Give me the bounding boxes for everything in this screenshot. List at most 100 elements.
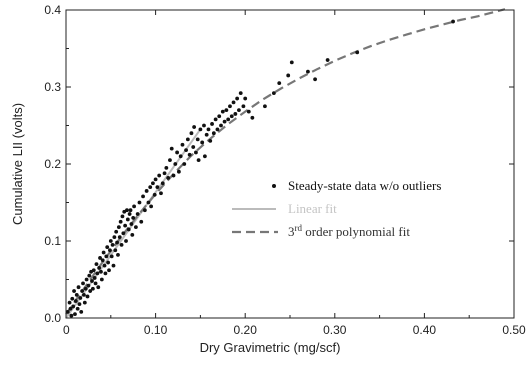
data-point bbox=[71, 305, 75, 309]
data-point bbox=[79, 310, 83, 314]
legend-label-linear: Linear fit bbox=[288, 201, 337, 216]
data-point bbox=[100, 278, 104, 282]
y-tick-label: 0.3 bbox=[44, 80, 61, 94]
data-point bbox=[120, 243, 124, 247]
data-point bbox=[250, 116, 254, 120]
data-point bbox=[182, 162, 186, 166]
data-point bbox=[159, 191, 163, 195]
data-point bbox=[130, 233, 134, 237]
data-point bbox=[272, 91, 276, 95]
data-point bbox=[111, 243, 115, 247]
data-point bbox=[157, 174, 161, 178]
data-point bbox=[72, 289, 76, 293]
data-point bbox=[103, 264, 107, 268]
data-point bbox=[109, 239, 113, 243]
data-point bbox=[123, 224, 127, 228]
data-point bbox=[290, 60, 294, 64]
x-tick-label: 0.40 bbox=[413, 323, 437, 337]
data-point bbox=[184, 148, 188, 152]
data-point bbox=[226, 117, 230, 121]
data-point bbox=[131, 216, 135, 220]
data-point bbox=[151, 181, 155, 185]
data-point bbox=[247, 110, 251, 114]
data-point bbox=[77, 285, 81, 289]
data-point bbox=[164, 166, 168, 170]
data-point bbox=[130, 222, 134, 226]
data-point bbox=[306, 70, 310, 74]
data-point bbox=[125, 208, 129, 212]
data-point bbox=[104, 255, 108, 259]
data-point bbox=[110, 255, 114, 259]
x-tick-label: 0.20 bbox=[234, 323, 258, 337]
data-point bbox=[124, 239, 128, 243]
data-point bbox=[81, 281, 85, 285]
data-point bbox=[121, 214, 125, 218]
data-point bbox=[210, 122, 214, 126]
y-tick-label: 0.4 bbox=[44, 3, 61, 17]
data-point bbox=[194, 151, 198, 155]
data-point bbox=[237, 108, 241, 112]
data-point bbox=[78, 302, 82, 306]
data-point bbox=[161, 181, 165, 185]
data-point bbox=[326, 58, 330, 62]
data-point bbox=[228, 104, 232, 108]
data-point bbox=[263, 104, 267, 108]
data-point bbox=[191, 145, 195, 149]
data-point bbox=[91, 287, 95, 291]
data-point bbox=[205, 133, 209, 137]
data-point bbox=[127, 228, 131, 232]
data-point bbox=[190, 131, 194, 135]
y-axis-title: Cumulative LII (volts) bbox=[10, 103, 25, 225]
data-point bbox=[107, 268, 111, 272]
data-point bbox=[233, 112, 237, 116]
data-point bbox=[112, 235, 116, 239]
data-point bbox=[219, 124, 223, 128]
data-point bbox=[87, 274, 91, 278]
data-point bbox=[83, 301, 87, 305]
legend-label-data: Steady-state data w/o outliers bbox=[288, 178, 441, 193]
data-point bbox=[207, 127, 211, 131]
data-point bbox=[212, 131, 216, 135]
data-point bbox=[216, 127, 220, 131]
legend: Steady-state data w/o outliers Linear fit… bbox=[232, 178, 441, 239]
data-point bbox=[172, 174, 176, 178]
data-point bbox=[175, 151, 179, 155]
axes: 0 0.10 0.20 0.30 0.40 0.500.00.10.20.30.4Dry … bbox=[10, 3, 526, 355]
data-point bbox=[232, 101, 236, 105]
data-point bbox=[101, 258, 105, 262]
data-point bbox=[199, 127, 203, 131]
data-point bbox=[223, 120, 227, 124]
data-point bbox=[145, 189, 149, 193]
data-point bbox=[217, 114, 221, 118]
x-tick-label: 0.50 bbox=[502, 323, 526, 337]
data-point bbox=[115, 241, 119, 245]
data-point bbox=[119, 220, 123, 224]
data-point bbox=[85, 278, 89, 282]
fit-lines bbox=[66, 9, 505, 318]
data-point bbox=[76, 307, 80, 311]
data-point bbox=[173, 162, 177, 166]
data-point bbox=[126, 218, 130, 222]
data-point bbox=[92, 268, 96, 272]
data-point bbox=[148, 185, 152, 189]
data-point bbox=[73, 312, 77, 316]
data-point bbox=[149, 204, 153, 208]
data-point bbox=[84, 287, 88, 291]
data-point bbox=[70, 297, 74, 301]
data-point bbox=[239, 91, 243, 95]
data-point bbox=[242, 104, 246, 108]
data-point bbox=[106, 261, 110, 265]
data-point bbox=[108, 248, 112, 252]
data-point bbox=[105, 245, 109, 249]
data-point bbox=[141, 194, 145, 198]
data-point bbox=[277, 81, 281, 85]
data-point bbox=[128, 212, 132, 216]
data-point bbox=[230, 114, 234, 118]
data-point bbox=[143, 208, 147, 212]
data-point bbox=[177, 170, 181, 174]
x-tick-label: 0.30 bbox=[323, 323, 347, 337]
data-point bbox=[155, 185, 159, 189]
data-point bbox=[196, 137, 200, 141]
data-point bbox=[192, 125, 196, 129]
